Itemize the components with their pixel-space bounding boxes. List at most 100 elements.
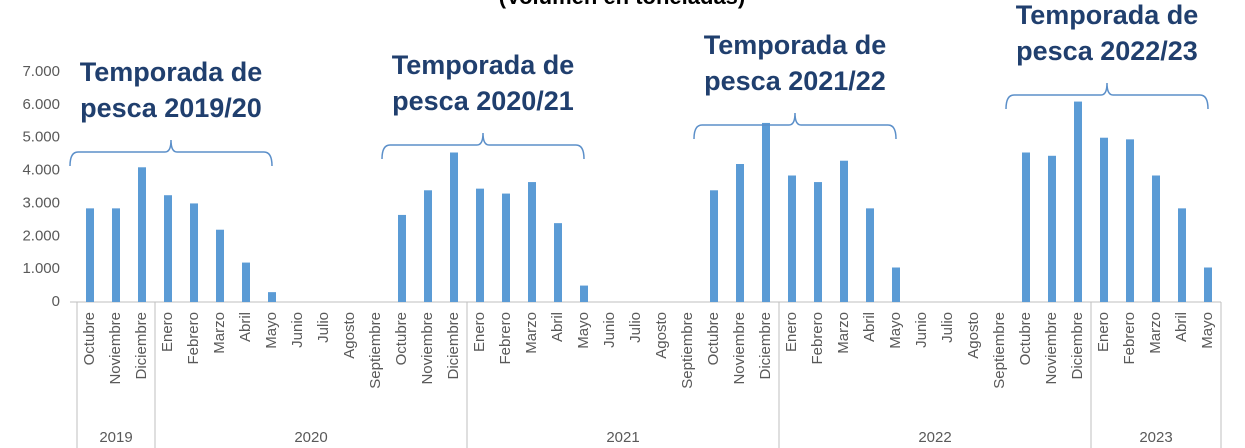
x-tick-label: Noviembre [731, 312, 748, 385]
bracket [693, 112, 897, 140]
bar [710, 190, 718, 302]
x-tick-label: Agosto [341, 312, 358, 359]
x-tick-label: Noviembre [419, 312, 436, 385]
annotation: Temporada de [80, 57, 263, 87]
y-tick-label: 2.000 [22, 227, 60, 244]
x-tick-label: Octubre [705, 312, 722, 365]
bar [788, 175, 796, 302]
bar [528, 182, 536, 302]
bar [268, 292, 276, 302]
bar [840, 160, 848, 302]
x-tick-label: Marzo [523, 312, 540, 354]
x-tick-label: Noviembre [1043, 312, 1060, 385]
x-tick-label: Mayo [263, 312, 280, 349]
x-tick-label: Mayo [575, 312, 592, 349]
bar [554, 223, 562, 302]
x-tick-label: Diciembre [757, 312, 774, 380]
bar [1048, 155, 1056, 302]
y-tick-label: 3.000 [22, 194, 60, 211]
bar [476, 188, 484, 302]
x-tick-label: Junio [289, 312, 306, 348]
x-tick-label: Abril [549, 312, 566, 342]
year-label: 2023 [1139, 429, 1172, 446]
x-tick-label: Abril [861, 312, 878, 342]
bar [216, 229, 224, 302]
annotation: pesca 2019/20 [80, 93, 262, 123]
annotation: pesca 2022/23 [1016, 36, 1198, 66]
x-tick-label: Marzo [835, 312, 852, 354]
bar [1022, 152, 1030, 302]
x-tick-label: Julio [627, 312, 644, 343]
x-tick-label: Mayo [1199, 312, 1216, 349]
x-tick-label: Febrero [1121, 312, 1138, 365]
year-label: 2020 [294, 429, 327, 446]
bracket [69, 139, 273, 167]
bar [1074, 101, 1082, 302]
x-tick-label: Octubre [393, 312, 410, 365]
bar [190, 203, 198, 302]
bracket [381, 132, 585, 160]
bar [164, 195, 172, 302]
bar [398, 214, 406, 302]
x-tick-label: Junio [913, 312, 930, 348]
x-tick-label: Febrero [497, 312, 514, 365]
bar [866, 208, 874, 302]
annotation: Temporada de [704, 30, 887, 60]
bar [1204, 267, 1212, 302]
x-tick-label: Julio [315, 312, 332, 343]
y-tick-label: 4.000 [22, 162, 60, 179]
bar [502, 193, 510, 302]
x-tick-label: Junio [601, 312, 618, 348]
chart-title: (Volumen en toneladas) [499, 0, 746, 9]
x-tick-label: Agosto [965, 312, 982, 359]
year-label: 2021 [606, 429, 639, 446]
x-tick-label: Marzo [211, 312, 228, 354]
year-label: 2019 [99, 429, 132, 446]
x-tick-label: Octubre [1017, 312, 1034, 365]
annotation: Temporada de [392, 50, 575, 80]
y-tick-label: 1.000 [22, 260, 60, 277]
x-tick-label: Febrero [809, 312, 826, 365]
bar [762, 122, 770, 302]
y-tick-label: 6.000 [22, 96, 60, 113]
x-tick-label: Enero [159, 312, 176, 352]
bar [424, 190, 432, 302]
bracket [1005, 82, 1209, 110]
x-tick-label: Octubre [81, 312, 98, 365]
bar [450, 152, 458, 302]
x-tick-label: Diciembre [133, 312, 150, 380]
bar [1100, 137, 1108, 302]
bar [242, 262, 250, 302]
y-tick-label: 7.000 [22, 63, 60, 80]
bar [580, 285, 588, 302]
bar [1178, 208, 1186, 302]
x-tick-label: Diciembre [445, 312, 462, 380]
bar [1152, 175, 1160, 302]
bar [138, 167, 146, 302]
bar [86, 208, 94, 302]
annotation: pesca 2020/21 [392, 86, 574, 116]
bar [1126, 139, 1134, 302]
x-tick-label: Septiembre [679, 312, 696, 389]
x-tick-label: Enero [1095, 312, 1112, 352]
x-tick-label: Diciembre [1069, 312, 1086, 380]
y-tick-label: 5.000 [22, 129, 60, 146]
bar [112, 208, 120, 302]
year-label: 2022 [918, 429, 951, 446]
x-tick-label: Abril [1173, 312, 1190, 342]
bar [814, 182, 822, 302]
bar [892, 267, 900, 302]
x-tick-label: Enero [471, 312, 488, 352]
bar [736, 164, 744, 302]
x-tick-label: Febrero [185, 312, 202, 365]
x-tick-label: Enero [783, 312, 800, 352]
annotation: pesca 2021/22 [704, 66, 886, 96]
x-tick-label: Julio [939, 312, 956, 343]
x-tick-label: Agosto [653, 312, 670, 359]
x-tick-label: Abril [237, 312, 254, 342]
x-tick-label: Septiembre [991, 312, 1008, 389]
x-tick-label: Mayo [887, 312, 904, 349]
x-tick-label: Noviembre [107, 312, 124, 385]
annotation: Temporada de [1016, 0, 1199, 30]
